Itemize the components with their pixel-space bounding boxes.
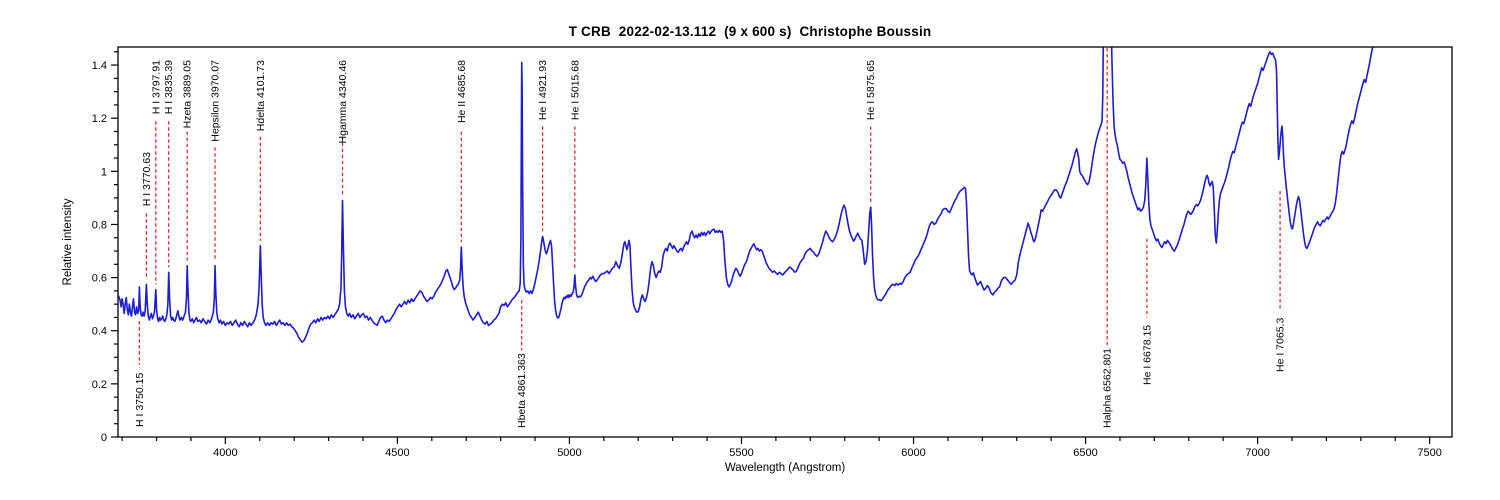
annotation-label: H I 3797.91 [150, 60, 162, 114]
annotation-label: H I 3835.39 [163, 60, 175, 114]
y-tick-label: 0.2 [92, 379, 107, 391]
annotation-label: He II 4685.68 [456, 60, 468, 123]
y-tick-label: 0.4 [92, 326, 107, 338]
y-tick-label: 0.8 [92, 219, 107, 231]
annotation-label: He I 4921.93 [537, 60, 549, 120]
x-tick-label: 6000 [901, 447, 925, 459]
annotation-label: Hzeta 3889.05 [182, 60, 194, 128]
annotation-label: H I 3750.15 [134, 373, 146, 427]
annotation-label: H I 3770.63 [141, 152, 153, 206]
x-tick-label: 6500 [1073, 447, 1097, 459]
x-tick-label: 7500 [1417, 447, 1441, 459]
axis-tick-labels: 4000 4500 5000 5500 6000 6500 7000 7500 0 0.2 0.4 0… [92, 60, 1442, 459]
line-annotations: H I 3750.15 H I 3770.63 H I 3797.91 H I 383… [134, 48, 1287, 428]
x-tick-label: 4500 [385, 447, 409, 459]
x-tick-label: 4000 [213, 447, 237, 459]
annotation-label: Hgamma 4340.46 [337, 60, 349, 144]
plot-border [117, 46, 1453, 438]
y-tick-label: 1.4 [92, 60, 107, 72]
annotation-label: Hbeta 4861.363 [516, 353, 528, 428]
x-axis-title: Wavelength (Angstrom) [724, 462, 846, 474]
annotation-label: He I 5015.68 [569, 60, 581, 120]
annotation-label: He I 5875.65 [865, 60, 877, 120]
x-tick-label: 5500 [729, 447, 753, 459]
x-tick-label: 5000 [557, 447, 581, 459]
y-tick-label: 0.6 [92, 273, 107, 285]
y-tick-label: 1 [101, 166, 107, 178]
y-tick-label: 1.2 [92, 113, 107, 125]
x-tick-label: 7000 [1245, 447, 1269, 459]
annotation-label: Halpha 6562.801 [1102, 348, 1114, 428]
y-tick-label: 0 [101, 432, 107, 444]
spectrum-line [118, 47, 1374, 343]
axis-ticks [111, 51, 1431, 444]
annotation-label: He I 6678.15 [1141, 325, 1153, 385]
annotation-label: Hdelta 4101.73 [255, 60, 267, 131]
chart-title: T CRB 2022-02-13.112 (9 x 600 s) Christo… [568, 24, 932, 39]
annotation-label: Hepsilon 3970.07 [210, 60, 222, 142]
annotation-label: He I 7065.3 [1275, 318, 1287, 372]
